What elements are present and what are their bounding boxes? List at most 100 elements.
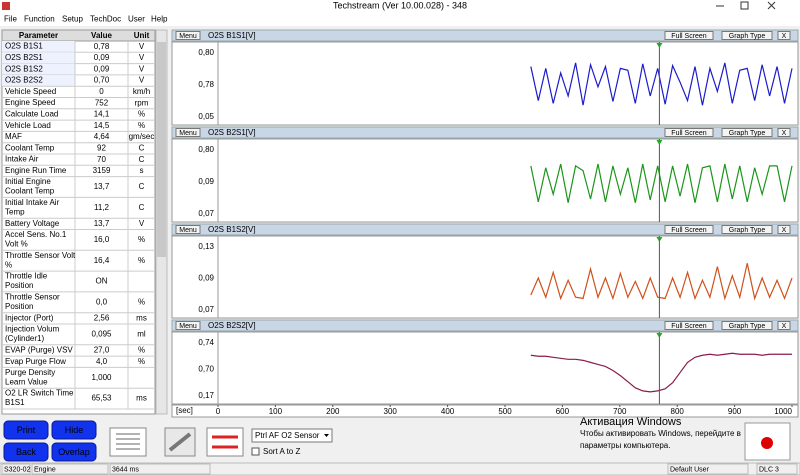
cursor-marker[interactable] — [656, 237, 663, 242]
parameter-value: 70 — [97, 155, 106, 164]
panel-button-label[interactable]: Graph Type — [729, 130, 766, 137]
checkbox[interactable] — [251, 447, 260, 456]
y-tick-label: 0,09 — [198, 177, 214, 186]
parameter-unit: % — [138, 110, 145, 119]
parameter-name: Initial Engine Coolant Temp — [5, 177, 55, 196]
parameter-value: 752 — [95, 98, 109, 107]
action-button[interactable] — [3, 442, 49, 462]
parameter-unit: % — [138, 346, 145, 355]
panel-button[interactable] — [175, 225, 201, 234]
dropdown[interactable] — [251, 428, 333, 443]
panel-button-label[interactable]: Menu — [179, 33, 197, 40]
parameter-name: Calculate Load — [5, 110, 58, 119]
panel-button-label[interactable]: Full Screen — [671, 130, 707, 137]
panel-button[interactable] — [175, 321, 201, 330]
parameter-value: 14,1 — [94, 110, 110, 119]
panel-button-label[interactable]: Full Screen — [671, 323, 707, 330]
panel-button-label[interactable]: Graph Type — [729, 323, 766, 330]
panel-header — [171, 223, 799, 236]
panel-button[interactable] — [777, 225, 791, 234]
panel-button[interactable] — [664, 225, 714, 234]
y-tick-label: 0,07 — [198, 305, 214, 314]
icon-report[interactable] — [109, 427, 147, 457]
panel-button[interactable] — [721, 128, 773, 137]
panel-button[interactable] — [664, 321, 714, 330]
action-button-label[interactable]: Print — [17, 425, 36, 435]
parameter-unit: % — [138, 121, 145, 130]
panel-button[interactable] — [721, 225, 773, 234]
menu-item[interactable]: TechDoc — [90, 15, 121, 24]
action-button-label[interactable]: Hide — [65, 425, 84, 435]
scroll-thumb[interactable] — [157, 42, 166, 257]
parameter-unit: V — [139, 76, 145, 85]
app-icon — [2, 2, 10, 10]
dropdown-value[interactable]: Ptrl AF O2 Sensor — [255, 431, 320, 440]
menu-item[interactable]: User — [128, 15, 145, 24]
panel-button-label[interactable]: X — [782, 130, 787, 137]
cursor-marker[interactable] — [656, 43, 663, 48]
parameter-name: Vehicle Load — [5, 121, 51, 130]
table-header: Unit — [134, 31, 150, 40]
icon-lines — [116, 433, 140, 450]
cursor-marker[interactable] — [656, 140, 663, 145]
parameter-value: 3159 — [93, 166, 111, 175]
panel-button[interactable] — [721, 321, 773, 330]
parameter-value: 11,2 — [94, 203, 110, 212]
table-header: Parameter — [19, 31, 58, 40]
parameter-name: Engine Speed — [5, 98, 55, 107]
action-button-label[interactable]: Overlap — [58, 447, 90, 457]
parameter-unit: C — [139, 182, 145, 191]
panel-button[interactable] — [777, 31, 791, 40]
parameter-name: O2S B2S1 — [5, 53, 43, 62]
panel-button[interactable] — [777, 321, 791, 330]
toolbar-icons — [109, 422, 791, 461]
x-tick-label: 200 — [326, 407, 340, 416]
panel-button[interactable] — [175, 128, 201, 137]
maximize[interactable] — [740, 1, 749, 10]
x-tick-label: 700 — [613, 407, 627, 416]
action-button[interactable] — [51, 442, 97, 462]
panel-button-label[interactable]: Menu — [179, 323, 197, 330]
parameter-unit: C — [139, 143, 145, 152]
checkbox-label[interactable]: Sort A to Z — [263, 447, 300, 456]
trace — [530, 263, 793, 301]
panel-button[interactable] — [721, 31, 773, 40]
panel-button[interactable] — [777, 128, 791, 137]
parameter-value: 2,56 — [94, 313, 110, 322]
menu-item[interactable]: File — [4, 15, 17, 24]
menu-item[interactable]: Function — [24, 15, 55, 24]
panel-header — [171, 126, 799, 139]
cursor-marker[interactable] — [656, 333, 663, 338]
panel-button-label[interactable]: X — [782, 323, 787, 330]
y-tick-label: 0,09 — [198, 274, 214, 283]
action-button[interactable] — [51, 420, 97, 440]
panel-button-label[interactable]: Graph Type — [729, 227, 766, 234]
dropdown-arrow[interactable] — [324, 434, 329, 437]
icon-wrench — [168, 432, 192, 452]
panel-button-label[interactable]: Full Screen — [671, 33, 707, 40]
close[interactable] — [767, 1, 776, 10]
parameter-unit: V — [139, 42, 145, 51]
panel-button[interactable] — [664, 128, 714, 137]
parameter-name: Throttle Sensor Volt% — [5, 251, 76, 269]
panel-button-label[interactable]: Graph Type — [729, 33, 766, 40]
panel-button-label[interactable]: Menu — [179, 130, 197, 137]
panel-button[interactable] — [175, 31, 201, 40]
parameter-unit: gm/sec — [129, 132, 155, 141]
panel-button-label[interactable]: Menu — [179, 227, 197, 234]
parameter-name: O2S B1S2 — [5, 64, 43, 73]
parameter-value: 13,7 — [94, 182, 110, 191]
parameter-unit: ms — [136, 394, 147, 403]
parameter-unit: s — [140, 166, 144, 175]
action-button-label[interactable]: Back — [16, 447, 37, 457]
status-cell — [31, 463, 109, 475]
menu-item[interactable]: Setup — [62, 15, 83, 24]
action-button[interactable] — [3, 420, 49, 440]
panel-button-label[interactable]: Full Screen — [671, 227, 707, 234]
panel-button-label[interactable]: X — [782, 33, 787, 40]
y-tick-label: 0,05 — [198, 112, 214, 121]
panel-button-label[interactable]: X — [782, 227, 787, 234]
menu-item[interactable]: Help — [151, 15, 168, 24]
icon-swap[interactable] — [206, 427, 244, 457]
panel-button[interactable] — [664, 31, 714, 40]
